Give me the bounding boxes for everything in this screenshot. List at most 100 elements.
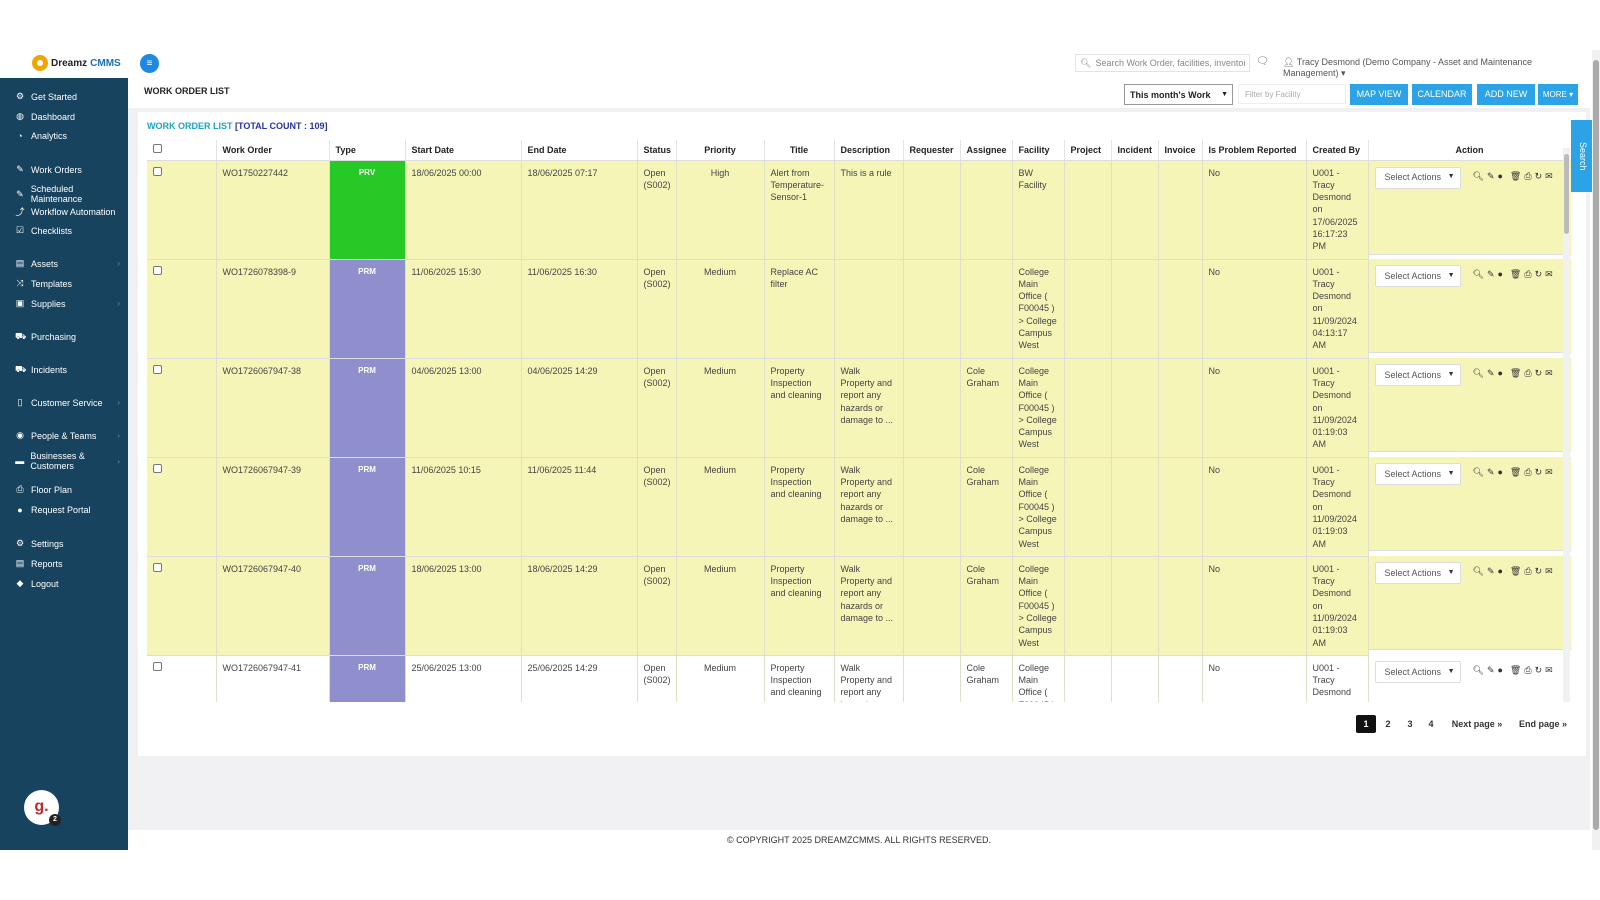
print-icon[interactable]: ⎙ (1524, 566, 1532, 577)
messages-icon[interactable]: 🗨︎ (1256, 56, 1269, 67)
view-icon[interactable]: 🔍︎ (1472, 170, 1484, 181)
email-icon[interactable]: ✉ (1545, 170, 1553, 181)
sidebar-item-supplies[interactable]: ▣ Supplies › (15, 298, 125, 309)
column-header-start-date[interactable]: Start Date (405, 140, 522, 161)
sidebar-item-analytics[interactable]: ◔ Analytics (15, 131, 125, 141)
column-header-description[interactable]: Description (834, 140, 904, 161)
sidebar-item-businesses-customers[interactable]: ▬ Businesses & Customers › (15, 451, 125, 471)
delete-icon[interactable]: 🗑︎ (1509, 467, 1522, 478)
comment-icon[interactable]: ● (1497, 269, 1503, 280)
app-logo[interactable]: Dreamz CMMS (32, 55, 121, 71)
comment-icon[interactable]: ● (1497, 170, 1503, 181)
cell-work-order[interactable]: WO1726067947-40 (216, 556, 330, 656)
comment-icon[interactable]: ● (1497, 665, 1503, 676)
edit-icon[interactable]: ✎ (1486, 566, 1495, 577)
print-icon[interactable]: ⎙ (1524, 170, 1532, 181)
sidebar-item-request-portal[interactable]: ● Request Portal (15, 505, 125, 515)
refresh-icon[interactable]: ↻ (1534, 170, 1543, 181)
column-header-action[interactable]: Action (1368, 140, 1571, 161)
end-page-link[interactable]: End page » (1518, 719, 1567, 729)
email-icon[interactable]: ✉ (1545, 269, 1553, 280)
column-header-work-order[interactable]: Work Order (216, 140, 330, 161)
view-icon[interactable]: 🔍︎ (1472, 566, 1484, 577)
sidebar-item-work-orders[interactable]: ✎ Work Orders (15, 164, 125, 175)
print-icon[interactable]: ⎙ (1524, 665, 1532, 676)
column-header-facility[interactable]: Facility (1012, 140, 1065, 161)
refresh-icon[interactable]: ↻ (1534, 467, 1543, 478)
column-header-invoice[interactable]: Invoice (1158, 140, 1203, 161)
select-all-checkbox[interactable] (153, 144, 162, 154)
facility-filter-input[interactable]: Filter by Facility (1238, 84, 1346, 104)
email-icon[interactable]: ✉ (1545, 566, 1553, 577)
more-button[interactable]: MORE ▾ (1538, 84, 1578, 105)
cell-work-order[interactable]: WO1726078398-9 (216, 259, 330, 359)
table-row[interactable]: WO1750227442 PRV 18/06/2025 00:00 18/06/202… (147, 160, 1571, 260)
support-chat-badge[interactable]: g. 2 (24, 790, 61, 826)
menu-toggle-icon[interactable]: ≡ (140, 54, 159, 73)
refresh-icon[interactable]: ↻ (1534, 665, 1543, 676)
select-actions-dropdown[interactable]: Select Actions ▼ (1374, 265, 1461, 288)
table-row[interactable]: WO1726067947-40 PRM 18/06/2025 13:00 18/06/… (147, 556, 1571, 656)
global-search-input[interactable]: 🔍︎ Search Work Order, facilities, invent… (1075, 54, 1250, 72)
column-header-type[interactable]: Type (329, 140, 406, 161)
comment-icon[interactable]: ● (1497, 368, 1503, 379)
sidebar-item-scheduled-maintenance[interactable]: ✎ Scheduled Maintenance (15, 184, 125, 204)
email-icon[interactable]: ✉ (1545, 368, 1553, 379)
column-header-assignee[interactable]: Assignee (960, 140, 1013, 161)
select-actions-dropdown[interactable]: Select Actions ▼ (1374, 661, 1461, 684)
page-2-button[interactable]: 2 (1385, 719, 1391, 729)
column-header-priority[interactable]: Priority (676, 140, 765, 161)
sidebar-item-floor-plan[interactable]: ⎙ Floor Plan (15, 484, 125, 495)
delete-icon[interactable]: 🗑︎ (1509, 269, 1522, 280)
edit-icon[interactable]: ✎ (1486, 467, 1495, 478)
sidebar-item-dashboard[interactable]: ◍ Dashboard (15, 111, 125, 122)
sidebar-item-assets[interactable]: ▤ Assets › (15, 258, 125, 269)
delete-icon[interactable]: 🗑︎ (1509, 566, 1522, 577)
email-icon[interactable]: ✉ (1545, 467, 1553, 478)
edit-icon[interactable]: ✎ (1486, 170, 1495, 181)
calendar-button[interactable]: CALENDAR (1412, 84, 1472, 105)
column-header-incident[interactable]: Incident (1111, 140, 1159, 161)
sidebar-item-templates[interactable]: ⤨ Templates (15, 278, 125, 289)
comment-icon[interactable]: ● (1497, 566, 1503, 577)
table-row[interactable]: WO1726067947-39 PRM 11/06/2025 10:15 11/06/… (147, 457, 1571, 557)
select-actions-dropdown[interactable]: Select Actions ▼ (1374, 364, 1461, 387)
user-menu[interactable]: 👤︎ Tracy Desmond (Demo Company - Asset a… (1283, 57, 1590, 79)
page-scrollbar[interactable] (1592, 50, 1600, 850)
add-new-button[interactable]: ADD NEW (1477, 84, 1535, 105)
page-3-button[interactable]: 3 (1407, 719, 1413, 729)
select-actions-dropdown[interactable]: Select Actions ▼ (1374, 166, 1461, 189)
search-side-tab[interactable]: Search (1571, 120, 1595, 192)
column-header-title[interactable]: Title (764, 140, 835, 161)
page-4-button[interactable]: 4 (1428, 719, 1434, 729)
table-row[interactable]: WO1726067947-38 PRM 04/06/2025 13:00 04/06/… (147, 358, 1571, 458)
page-1-button[interactable]: 1 (1356, 715, 1376, 733)
refresh-icon[interactable]: ↻ (1534, 566, 1543, 577)
page-scrollbar-thumb[interactable] (1593, 60, 1599, 830)
delete-icon[interactable]: 🗑︎ (1509, 368, 1522, 379)
delete-icon[interactable]: 🗑︎ (1509, 170, 1522, 181)
sidebar-item-checklists[interactable]: ☑ Checklists (15, 225, 125, 236)
select-actions-dropdown[interactable]: Select Actions ▼ (1374, 562, 1461, 585)
row-checkbox[interactable] (153, 661, 162, 671)
refresh-icon[interactable]: ↻ (1534, 368, 1543, 379)
row-checkbox[interactable] (153, 463, 162, 473)
table-row[interactable]: WO1726067947-41 PRM 25/06/2025 13:00 25/06/… (147, 655, 1571, 702)
cell-work-order[interactable]: WO1726067947-39 (216, 457, 330, 557)
sidebar-item-reports[interactable]: ▤ Reports (15, 558, 125, 569)
next-page-link[interactable]: Next page » (1451, 719, 1503, 729)
work-scope-select[interactable]: This month's Work ▼ (1124, 84, 1233, 105)
sidebar-item-workflow-automation[interactable]: ⤴ Workflow Automation (15, 205, 125, 218)
column-header-requester[interactable]: Requester (903, 140, 961, 161)
refresh-icon[interactable]: ↻ (1534, 269, 1543, 280)
view-icon[interactable]: 🔍︎ (1472, 269, 1484, 280)
sidebar-item-incidents[interactable]: ⛟ Incidents (15, 364, 125, 376)
print-icon[interactable]: ⎙ (1524, 467, 1532, 478)
column-header-status[interactable]: Status (637, 140, 677, 161)
sidebar-item-settings[interactable]: ⚙ Settings (15, 538, 125, 549)
cell-work-order[interactable]: WO1726067947-41 (216, 655, 330, 702)
email-icon[interactable]: ✉ (1545, 665, 1553, 676)
print-icon[interactable]: ⎙ (1524, 368, 1532, 379)
view-icon[interactable]: 🔍︎ (1472, 467, 1484, 478)
sidebar-item-customer-service[interactable]: ▯ Customer Service › (15, 397, 125, 408)
